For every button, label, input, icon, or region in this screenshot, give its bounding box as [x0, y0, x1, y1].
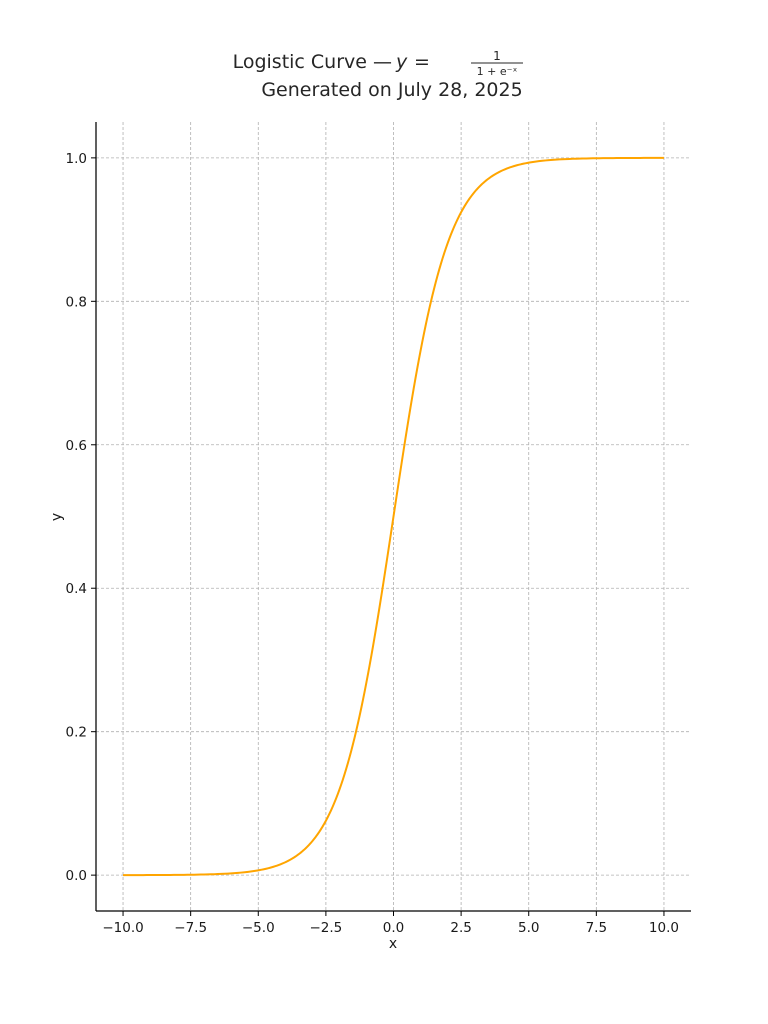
x-tick-label: 0.0	[383, 920, 404, 936]
x-tick-label: 2.5	[450, 920, 471, 936]
x-tick-label: 7.5	[586, 920, 607, 936]
x-tick-label: −2.5	[309, 920, 342, 936]
ticks: −10.0 −7.5 −5.0 −2.5 0.0 2.5 5.0 7.5 10.0 0.0 0.2 0…	[66, 151, 679, 936]
title-numerator: 1	[493, 49, 501, 63]
title-denominator: 1 + e⁻ˣ	[477, 65, 518, 78]
y-axis-label: y	[49, 513, 65, 521]
y-tick-label: 0.8	[66, 294, 87, 310]
x-tick-label: −10.0	[102, 920, 143, 936]
y-tick-label: 0.2	[66, 725, 87, 741]
x-tick-label: 10.0	[649, 920, 679, 936]
series-layer	[123, 156, 664, 877]
chart-title: Logistic Curve — y = 1 1 + e⁻ˣ	[233, 49, 523, 78]
x-tick-label: −7.5	[174, 920, 207, 936]
title-lhs: y	[395, 51, 408, 73]
y-tick-label: 1.0	[66, 151, 87, 167]
grid	[96, 122, 691, 911]
y-tick-label: 0.6	[66, 438, 87, 454]
y-tick-label: 0.0	[66, 868, 87, 884]
x-tick-label: 5.0	[518, 920, 539, 936]
title-prefix: Logistic Curve —	[233, 51, 392, 73]
title-equals: =	[414, 51, 430, 73]
x-axis-label: x	[389, 936, 397, 952]
chart-subtitle: Generated on July 28, 2025	[261, 79, 522, 101]
x-tick-label: −5.0	[242, 920, 275, 936]
series-line	[123, 156, 664, 877]
y-tick-label: 0.4	[66, 581, 87, 597]
